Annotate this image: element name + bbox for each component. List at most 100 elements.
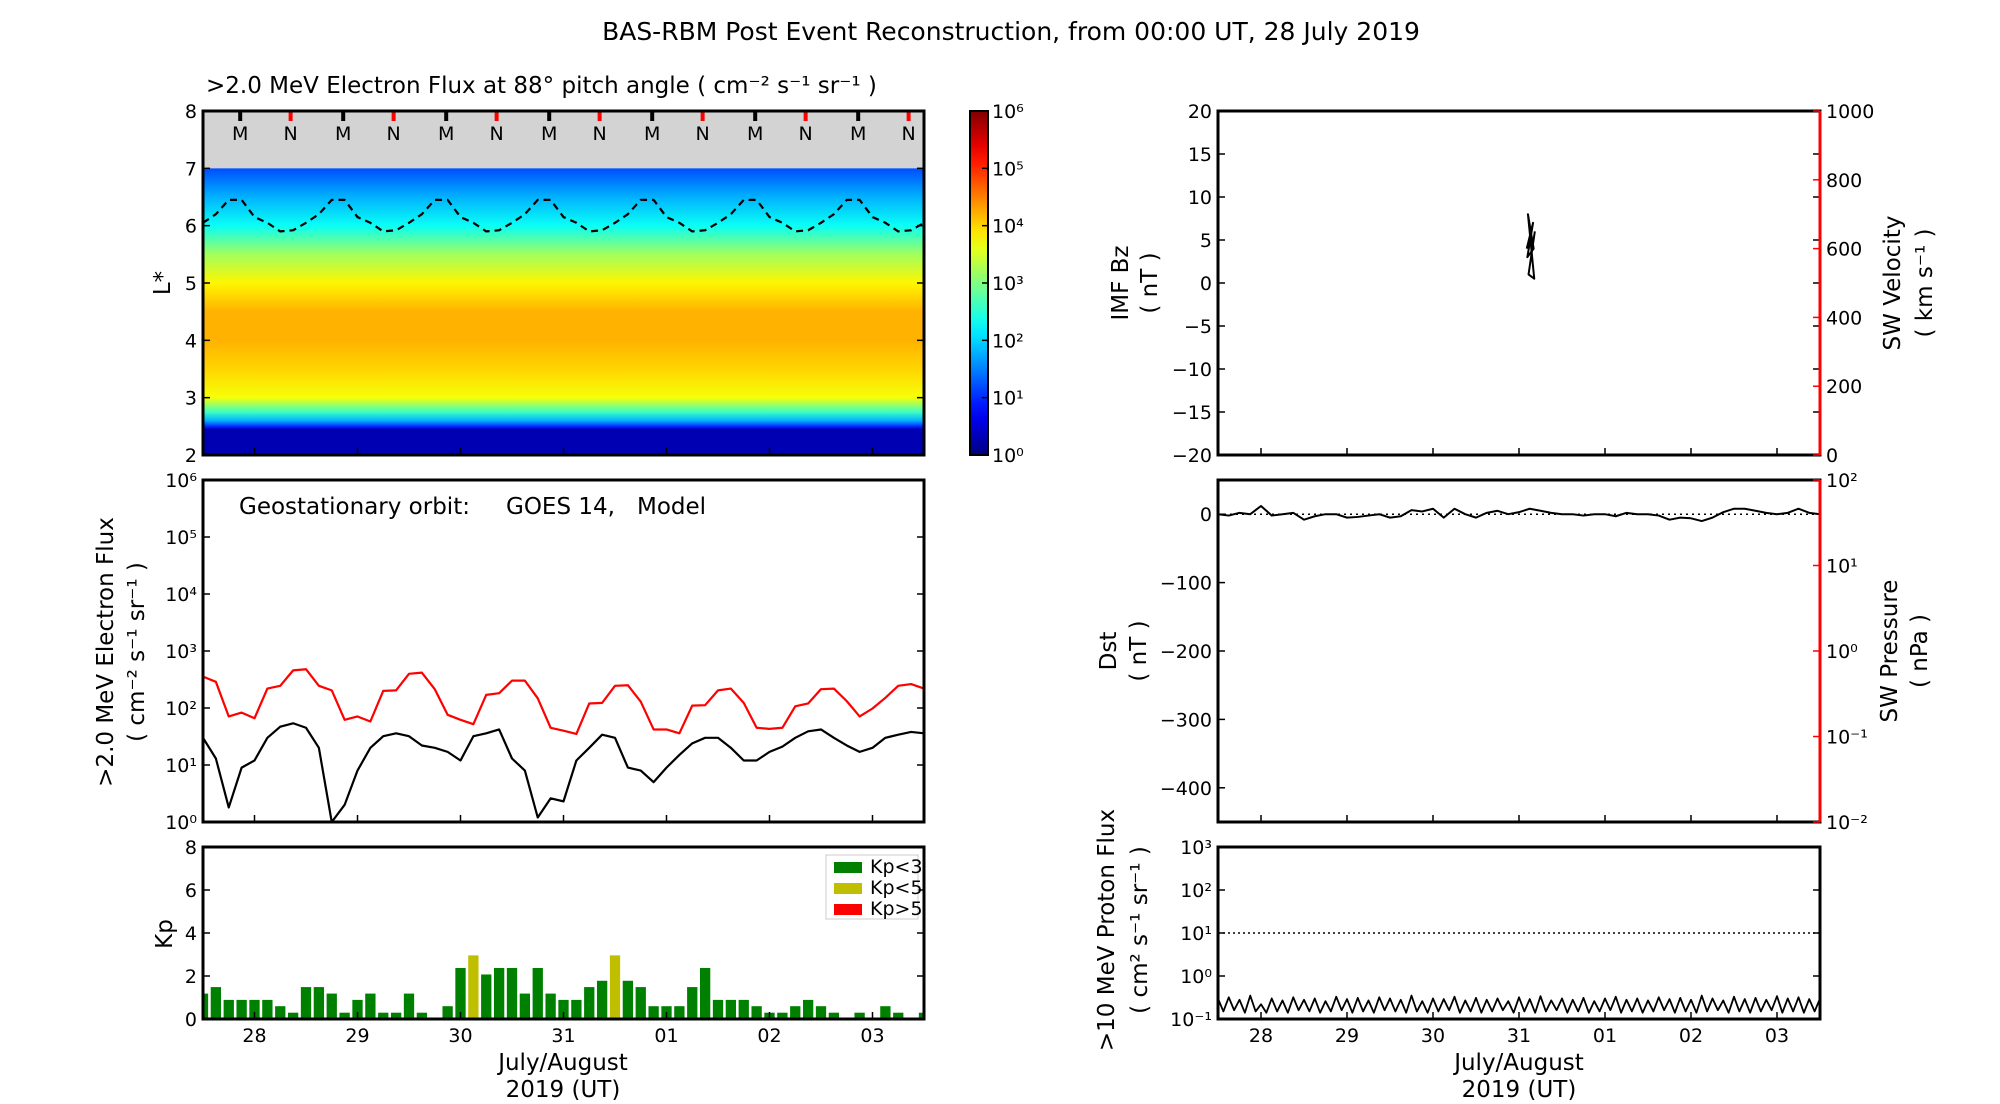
colorbar-tick-label: 10² <box>992 330 1024 352</box>
kp-bar <box>493 967 505 1019</box>
kp-bar <box>635 987 646 1019</box>
proton-axis-label-line2: ( cm² s⁻¹ sr⁻¹ ) <box>1127 846 1153 1014</box>
y-tick-label: 0 <box>1200 273 1212 295</box>
x-axis-label-line2-right: 2019 (UT) <box>1462 1077 1577 1100</box>
legend-swatch <box>834 904 862 915</box>
y-tick-label: 8 <box>185 101 197 123</box>
legend-swatch <box>834 883 862 894</box>
y-tick-label: 2 <box>185 445 197 467</box>
dst-axis-label-line1: Dst <box>1096 632 1122 671</box>
kp-bar <box>532 967 543 1019</box>
y-tick-label: −10 <box>1172 359 1212 381</box>
kp-bar <box>918 1012 924 1019</box>
sw-pressure-label-line1: SW Pressure <box>1877 580 1903 723</box>
mlt-marker-label: N <box>799 123 813 145</box>
y-tick-label: −20 <box>1172 445 1212 467</box>
heatmap-title: >2.0 MeV Electron Flux at 88° pitch angl… <box>206 73 877 99</box>
y-tick-label: −5 <box>1184 316 1212 338</box>
kp-bar <box>828 1012 840 1019</box>
y2-tick-label: 400 <box>1826 307 1862 329</box>
mlt-marker-label: M <box>644 123 660 145</box>
geo-panel-frame <box>201 478 926 824</box>
y2-tick-label: 0 <box>1826 445 1838 467</box>
annotation-model: Model <box>637 494 706 520</box>
y-tick-label: −400 <box>1160 778 1212 800</box>
sw-velocity-label-line1: SW Velocity <box>1880 216 1906 351</box>
y-tick-label: 10¹ <box>1180 923 1212 945</box>
y-tick-label: 2 <box>185 966 197 988</box>
kp-bar <box>545 993 556 1019</box>
kp-bar <box>339 1012 350 1019</box>
x-axis-label-line1-right: July/August <box>1452 1050 1584 1076</box>
kp-bar <box>203 993 209 1019</box>
y-tick-label: 5 <box>185 273 197 295</box>
y-tick-label: 10⁻¹ <box>1170 1009 1212 1031</box>
y-tick-label: 4 <box>185 330 197 352</box>
mlt-marker-label: M <box>232 123 248 145</box>
x-tick-label: 28 <box>242 1025 266 1047</box>
mlt-marker-label: N <box>696 123 710 145</box>
x-tick-label: 31 <box>551 1025 575 1047</box>
kp-bar <box>455 967 466 1019</box>
y2-tick-label: 10² <box>1826 470 1858 492</box>
y-tick-label: 10² <box>1180 880 1212 902</box>
kp-bar <box>506 967 518 1019</box>
kp-axis-label: Kp <box>152 919 178 949</box>
flux-heatmap <box>203 168 924 456</box>
dashed-boundary-line <box>202 198 925 233</box>
kp-bar <box>712 999 724 1019</box>
kp-bar <box>725 999 737 1019</box>
dst-line <box>1217 504 1821 523</box>
kp-bar <box>365 993 376 1019</box>
geo-axis-label-line2: ( cm⁻² s⁻¹ sr⁻¹ ) <box>124 562 150 742</box>
mlt-marker-label: M <box>541 123 557 145</box>
kp-bar <box>584 987 595 1019</box>
colorbar-tick-label: 10⁵ <box>992 158 1024 180</box>
kp-bar <box>313 987 325 1019</box>
y-tick-label: 10² <box>165 698 197 720</box>
y2-tick-label: 600 <box>1826 239 1862 261</box>
dst-panel-frame <box>1216 478 1822 824</box>
sw-velocity-label-line2: ( km s⁻¹ ) <box>1912 229 1938 338</box>
kp-bar <box>326 993 337 1019</box>
kp-bar <box>751 1006 762 1019</box>
x-tick-label: 01 <box>654 1025 678 1047</box>
kp-bar <box>442 1006 453 1019</box>
mlt-marker-label: M <box>850 123 866 145</box>
kp-bar <box>416 1012 428 1019</box>
kp-bar <box>481 974 492 1019</box>
y-tick-label: 15 <box>1188 144 1212 166</box>
y-tick-label: −300 <box>1160 709 1212 731</box>
y-tick-label: −100 <box>1160 573 1212 595</box>
kp-bar <box>790 1006 801 1019</box>
y-tick-label: 10⁴ <box>165 584 197 606</box>
kp-bar <box>622 980 634 1019</box>
sw-pressure-label-line2: ( nPa ) <box>1907 614 1933 688</box>
y-tick-label: −15 <box>1172 402 1212 424</box>
y2-tick-label: 200 <box>1826 376 1862 398</box>
colorbar-tick-label: 10⁰ <box>992 445 1024 467</box>
kp-bar <box>609 955 621 1019</box>
kp-bar <box>352 999 363 1019</box>
kp-bar <box>699 967 711 1019</box>
legend-label: Kp>5 <box>870 898 923 920</box>
proton-flux-line <box>1217 994 1821 1014</box>
kp-bar <box>468 955 479 1019</box>
legend-label: Kp<5 <box>870 877 923 899</box>
y2-tick-label: 10⁰ <box>1826 641 1858 663</box>
y-tick-label: 7 <box>185 158 197 180</box>
kp-bar <box>249 999 260 1019</box>
imf-axis-label-line2: ( nT ) <box>1137 252 1163 313</box>
y-tick-label: 5 <box>1200 230 1212 252</box>
y-tick-label: 10⁰ <box>1180 966 1212 988</box>
kp-bar <box>558 999 569 1019</box>
mlt-marker-label: M <box>747 123 763 145</box>
kp-bars <box>203 955 924 1019</box>
y-tick-label: 10⁰ <box>165 812 197 834</box>
colorbar-tick-label: 10³ <box>992 273 1024 295</box>
kp-bar <box>648 1006 659 1019</box>
kp-bar <box>880 1006 891 1019</box>
series-line-1 <box>202 668 925 736</box>
imf-bz-line <box>1525 213 1536 280</box>
kp-bar <box>802 999 814 1019</box>
